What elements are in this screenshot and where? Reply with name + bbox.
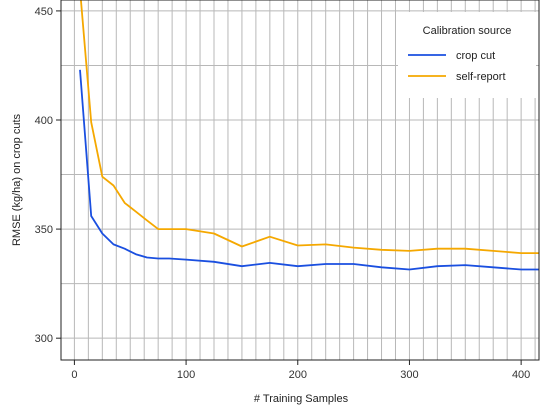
y-tick-label: 300 [35, 333, 53, 345]
legend-title: Calibration source [423, 25, 512, 37]
y-tick-label: 400 [35, 115, 53, 127]
x-tick-label: 100 [177, 369, 195, 381]
y-tick-label: 350 [35, 224, 53, 236]
x-axis-title: # Training Samples [254, 393, 349, 405]
legend: Calibration source crop cut self-report [398, 12, 536, 98]
x-tick-label: 200 [289, 369, 307, 381]
series-line-self-report [80, 0, 539, 255]
legend-label-self-report: self-report [456, 71, 506, 83]
y-axis: 300 350 400 450 [35, 6, 61, 345]
series-group [79, 0, 539, 271]
x-tick-label: 300 [400, 369, 418, 381]
series-line-crop-cut [79, 69, 539, 271]
grid [61, 0, 539, 360]
x-tick-label: 400 [512, 369, 530, 381]
legend-label-crop-cut: crop cut [456, 50, 495, 62]
x-axis: 0 100 200 300 400 [71, 360, 530, 381]
plot-frame [60, 0, 540, 361]
y-tick-label: 450 [35, 6, 53, 18]
x-tick-label: 0 [71, 369, 77, 381]
y-axis-title: RMSE (kg/ha) on crop cuts [11, 113, 23, 246]
